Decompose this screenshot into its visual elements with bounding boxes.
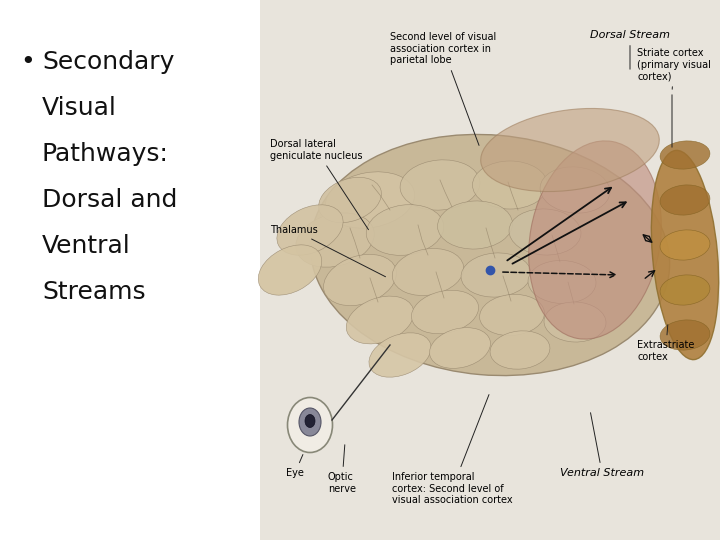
Ellipse shape <box>438 201 513 249</box>
Text: Eye: Eye <box>286 455 304 478</box>
Ellipse shape <box>472 161 547 209</box>
Text: Extrastriate
cortex: Extrastriate cortex <box>637 325 694 362</box>
Text: Dorsal Stream: Dorsal Stream <box>590 30 670 69</box>
Ellipse shape <box>430 328 490 368</box>
Text: Pathways:: Pathways: <box>42 142 169 166</box>
Text: Dorsal lateral
geniculate nucleus: Dorsal lateral geniculate nucleus <box>270 139 369 230</box>
Ellipse shape <box>258 245 322 295</box>
Ellipse shape <box>480 294 544 336</box>
Text: •: • <box>20 50 35 74</box>
Text: Striate cortex
(primary visual
cortex): Striate cortex (primary visual cortex) <box>637 48 711 89</box>
Ellipse shape <box>544 302 606 342</box>
Ellipse shape <box>660 185 710 215</box>
Ellipse shape <box>305 415 315 428</box>
Ellipse shape <box>392 248 464 295</box>
Ellipse shape <box>528 260 596 303</box>
Ellipse shape <box>490 331 550 369</box>
Bar <box>260 0 720 540</box>
Text: Second level of visual
association cortex in
parietal lobe: Second level of visual association corte… <box>390 32 496 145</box>
Ellipse shape <box>528 141 662 339</box>
Ellipse shape <box>660 230 710 260</box>
Ellipse shape <box>366 205 444 255</box>
Ellipse shape <box>660 320 710 350</box>
Text: Streams: Streams <box>42 280 145 304</box>
Ellipse shape <box>277 205 343 255</box>
Ellipse shape <box>411 291 479 334</box>
Text: Inferior temporal
cortex: Second level of
visual association cortex: Inferior temporal cortex: Second level o… <box>392 395 513 505</box>
Ellipse shape <box>323 254 397 306</box>
Text: Dorsal and: Dorsal and <box>42 188 177 212</box>
Text: Thalamus: Thalamus <box>270 225 385 276</box>
Ellipse shape <box>299 408 321 436</box>
Text: Ventral Stream: Ventral Stream <box>560 413 644 478</box>
Text: Ventral: Ventral <box>42 234 131 258</box>
Ellipse shape <box>346 296 414 344</box>
Ellipse shape <box>296 213 374 267</box>
Ellipse shape <box>325 172 415 228</box>
Bar <box>0 0 260 540</box>
Ellipse shape <box>481 109 660 192</box>
Text: Secondary: Secondary <box>42 50 174 74</box>
Ellipse shape <box>400 160 480 210</box>
Ellipse shape <box>660 275 710 305</box>
Text: Optic
nerve: Optic nerve <box>328 445 356 494</box>
Ellipse shape <box>461 253 531 297</box>
Ellipse shape <box>287 397 333 453</box>
Ellipse shape <box>652 150 719 360</box>
Text: Visual: Visual <box>42 96 117 120</box>
Ellipse shape <box>369 333 431 377</box>
Ellipse shape <box>319 177 382 222</box>
Ellipse shape <box>540 167 610 213</box>
Ellipse shape <box>660 141 710 169</box>
Ellipse shape <box>509 209 581 255</box>
Ellipse shape <box>310 134 670 375</box>
